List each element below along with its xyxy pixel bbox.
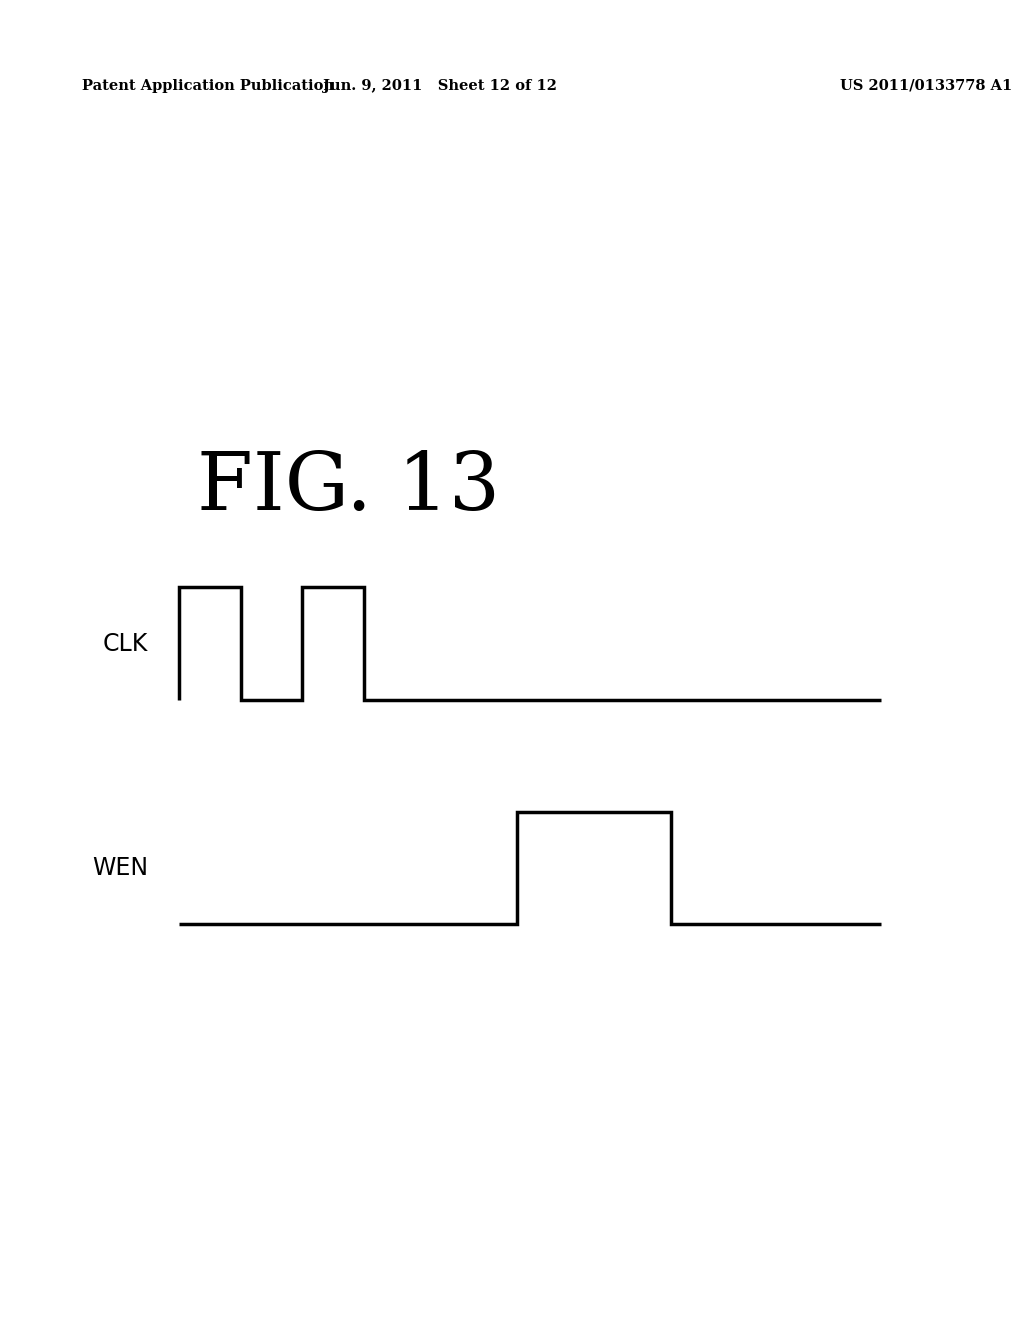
Text: US 2011/0133778 A1: US 2011/0133778 A1 <box>840 79 1012 92</box>
Text: CLK: CLK <box>103 631 148 656</box>
Text: Patent Application Publication: Patent Application Publication <box>82 79 334 92</box>
Text: WEN: WEN <box>92 855 148 880</box>
Text: Jun. 9, 2011   Sheet 12 of 12: Jun. 9, 2011 Sheet 12 of 12 <box>324 79 557 92</box>
Text: FIG. 13: FIG. 13 <box>197 449 500 528</box>
